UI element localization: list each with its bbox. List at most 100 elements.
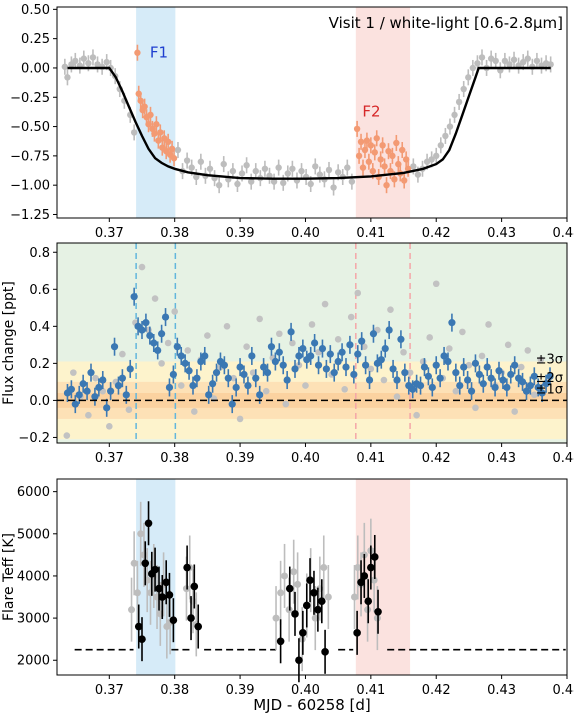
flare-label-f1: F1 (150, 44, 168, 62)
residual-point-unbinned (63, 432, 71, 439)
residual-point-binned (158, 330, 166, 338)
residual-point-binned (448, 319, 456, 327)
x-tick-label: 0.40 (291, 226, 320, 241)
teff-point-black (134, 622, 143, 631)
residual-point-unbinned (230, 374, 237, 382)
flare-label-f2: F2 (362, 102, 380, 120)
residual-point-binned (173, 343, 181, 351)
residual-point-binned (122, 391, 130, 399)
residual-point-unbinned (485, 321, 492, 328)
residual-point-binned (444, 357, 452, 366)
teff-point-black (138, 635, 146, 643)
residual-point-unbinned (413, 411, 420, 419)
residual-point-unbinned (119, 350, 126, 358)
lightcurve-point (344, 164, 351, 171)
residual-point-binned (138, 326, 146, 334)
y-axis-label: Flux change [ppt] (1, 281, 17, 405)
teff-point-black (374, 607, 382, 616)
residual-point-binned (165, 383, 174, 392)
residual-point-unbinned (191, 408, 198, 415)
x-tick-label: 0.42 (422, 226, 451, 241)
lightcurve-point (433, 152, 440, 160)
flare-point-f2 (363, 137, 371, 144)
residual-point-binned (232, 383, 240, 392)
teff-point-black (306, 576, 314, 584)
flare-point-f2 (357, 138, 365, 146)
teff-point-black (357, 578, 365, 587)
residual-point-binned (75, 391, 83, 399)
teff-point-grey (281, 572, 289, 580)
lightcurve-point (266, 172, 273, 179)
lightcurve-point (519, 58, 527, 66)
residual-point-binned (154, 346, 162, 355)
teff-point-black (285, 584, 294, 593)
teff-point-black (370, 553, 379, 561)
flare-point-f2 (400, 177, 408, 184)
x-tick-label: 0.38 (160, 226, 189, 241)
residual-point-binned (169, 370, 177, 379)
lightcurve-point (312, 163, 319, 170)
teff-point-grey (351, 593, 358, 601)
residual-point-binned (471, 359, 480, 367)
y-tick-label: 6000 (17, 485, 50, 500)
residual-point-binned (228, 400, 236, 408)
residual-point-binned (142, 319, 150, 327)
flare-point-f2 (385, 147, 392, 155)
residual-point-unbinned (478, 352, 486, 360)
residual-point-binned (212, 369, 221, 377)
residual-point-binned (287, 328, 295, 336)
residual-point-binned (503, 383, 511, 392)
residual-point-unbinned (256, 315, 263, 323)
residual-point-binned (342, 363, 350, 371)
residual-point-unbinned (321, 300, 329, 308)
teff-point-black (141, 559, 150, 568)
residual-point-unbinned (151, 295, 159, 302)
residual-point-binned (354, 350, 362, 358)
residual-point-unbinned (243, 343, 250, 351)
residual-point-binned (99, 376, 107, 384)
y-tick-label: 0.2 (29, 357, 50, 372)
residual-point-binned (130, 293, 138, 301)
lightcurve-point (215, 181, 223, 189)
flare-point-f2 (389, 152, 396, 160)
residual-point-unbinned (302, 382, 309, 389)
residual-point-unbinned (347, 313, 355, 321)
residual-point-unbinned (177, 382, 185, 389)
residual-point-binned (346, 341, 354, 349)
residual-point-binned (381, 344, 389, 353)
teff-point-grey (147, 589, 154, 597)
residual-point-unbinned (387, 306, 394, 313)
residual-point-binned (83, 387, 91, 395)
residual-point-binned (483, 363, 491, 371)
teff-point-black (364, 597, 373, 606)
lightcurve-point (61, 63, 69, 70)
flare-point-f1 (157, 129, 164, 136)
residual-point-binned (177, 352, 185, 360)
residual-point-binned (389, 365, 397, 373)
teff-point-black (291, 610, 299, 618)
x-tick-label: 0.42 (422, 683, 451, 698)
teff-point-grey (128, 606, 136, 614)
residual-point-binned (338, 348, 346, 356)
residual-point-binned (318, 344, 327, 353)
x-tick-label: 0.38 (160, 451, 189, 466)
residual-point-binned (401, 369, 409, 377)
teff-point-grey (277, 589, 285, 597)
lightcurve-point (229, 167, 237, 175)
residual-point-binned (314, 361, 323, 369)
residual-point-binned (499, 376, 507, 384)
teff-point-grey (133, 589, 141, 597)
residual-point-binned (87, 369, 95, 377)
lightcurve-point (442, 132, 449, 140)
lightcurve-point (446, 123, 454, 130)
flare-point-f1 (153, 121, 160, 128)
residual-point-binned (507, 370, 515, 379)
residual-point-unbinned (204, 332, 211, 339)
flare-point-f2 (371, 149, 378, 156)
flare-point-f2 (393, 139, 400, 147)
residual-point-binned (146, 331, 154, 340)
residual-point-unbinned (472, 404, 479, 412)
teff-point-grey (272, 614, 280, 622)
x-tick-label: 0.41 (356, 683, 385, 698)
